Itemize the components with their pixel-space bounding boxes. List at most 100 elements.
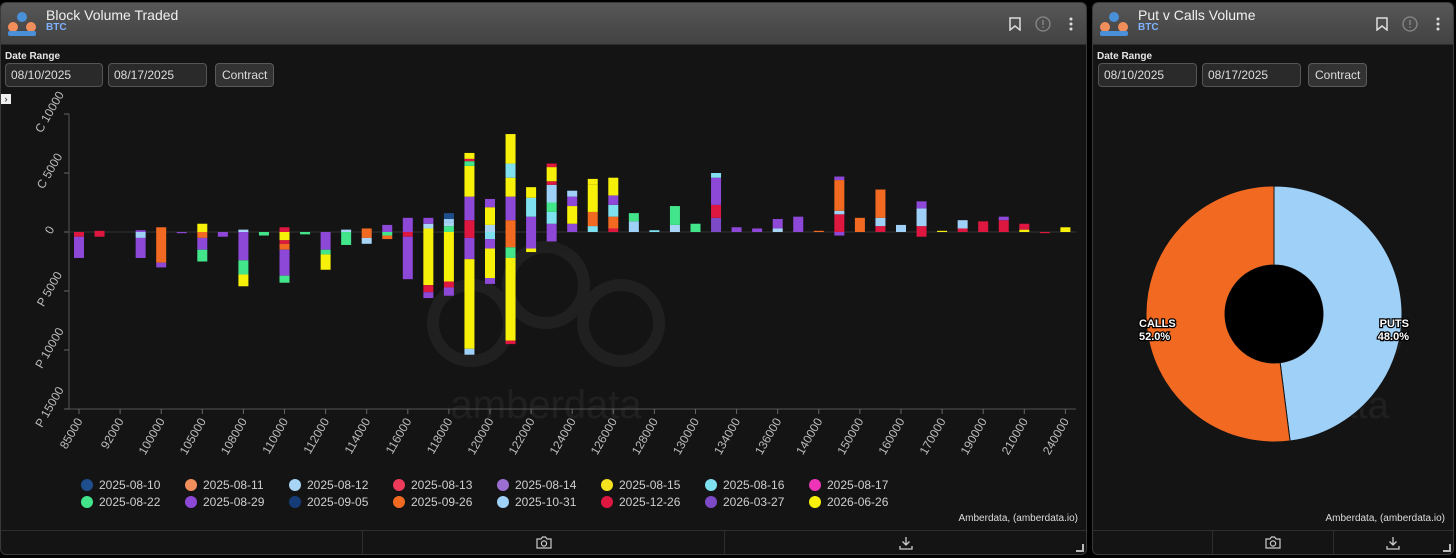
- bar-segment-put: [197, 249, 208, 262]
- y-tick-label: P 5000: [34, 269, 65, 309]
- x-tick-label: 105000: [177, 415, 209, 457]
- bar-segment-call: [464, 161, 475, 166]
- contract-button[interactable]: Contract: [1308, 63, 1368, 87]
- bar-segment-call: [505, 196, 516, 221]
- legend-item[interactable]: 2025-08-11: [185, 478, 289, 492]
- bar-segment-call: [485, 198, 495, 208]
- bar-segment-call: [957, 220, 968, 229]
- bar-segment-call: [916, 208, 927, 227]
- bar-segment-call: [526, 187, 537, 198]
- start-date-input[interactable]: [5, 63, 103, 87]
- legend-item[interactable]: 2025-08-16: [705, 478, 809, 492]
- bar-segment-put: [423, 292, 434, 299]
- legend-item[interactable]: 2025-09-05: [289, 495, 393, 509]
- put-call-panel: Put v Calls Volume BTC Date Range Contra…: [1092, 2, 1454, 555]
- bar-segment-put: [238, 274, 249, 287]
- resize-handle-icon[interactable]: [1076, 544, 1084, 552]
- y-tick-label: 0: [42, 223, 58, 236]
- legend-label: 2026-03-27: [723, 495, 785, 509]
- bar-segment-call: [443, 213, 454, 220]
- download-icon[interactable]: [725, 531, 1086, 554]
- end-date-input[interactable]: [1202, 63, 1301, 87]
- bar-segment-call: [813, 230, 824, 232]
- legend-item[interactable]: 2025-12-26: [601, 495, 705, 509]
- bar-segment-call: [485, 207, 495, 225]
- bar-segment-call: [546, 211, 557, 224]
- legend-item[interactable]: 2025-08-14: [497, 478, 601, 492]
- camera-icon[interactable]: [363, 531, 725, 554]
- bar-segment-call: [526, 197, 537, 217]
- legend-item[interactable]: 2025-08-10: [81, 478, 185, 492]
- bar-segment-call: [608, 177, 619, 196]
- end-date-input[interactable]: [108, 63, 207, 87]
- download-icon[interactable]: [1334, 531, 1453, 554]
- bar-segment-put: [361, 237, 372, 244]
- camera-icon[interactable]: [1213, 531, 1334, 554]
- bar-segment-call: [875, 217, 886, 227]
- legend-swatch: [809, 479, 821, 491]
- watermark-text: amberdata: [450, 383, 642, 427]
- bar-segment-call: [423, 217, 434, 224]
- legend-swatch: [81, 479, 93, 491]
- panel-subtitle: BTC: [1138, 22, 1159, 33]
- bar-segment-call: [279, 227, 290, 232]
- bar-segment-put: [402, 236, 413, 280]
- bar-segment-call: [546, 184, 557, 203]
- bar-segment-put: [238, 232, 249, 261]
- bar-segment-put: [464, 259, 475, 349]
- legend-item[interactable]: 2025-08-22: [81, 495, 185, 509]
- y-tick-label: P 15000: [32, 384, 67, 430]
- legend-label: 2026-06-26: [827, 495, 889, 509]
- legend-label: 2025-12-26: [619, 495, 681, 509]
- legend-item[interactable]: 2025-08-12: [289, 478, 393, 492]
- x-tick-label: 190000: [958, 415, 990, 457]
- contract-button[interactable]: Contract: [215, 63, 275, 87]
- logo-icon: [1100, 12, 1128, 36]
- bar-segment-call: [238, 229, 249, 232]
- y-tick-label: C 10000: [32, 89, 67, 136]
- panel-toolbar: [1, 530, 1086, 554]
- legend-label: 2025-08-12: [307, 478, 369, 492]
- bookmark-icon[interactable]: [1006, 15, 1024, 33]
- expand-toggle[interactable]: ›: [1, 94, 11, 104]
- start-date-input[interactable]: [1098, 63, 1197, 87]
- x-tick-label: 116000: [383, 415, 415, 456]
- x-tick-label: 108000: [218, 415, 250, 457]
- bar-segment-call: [608, 228, 619, 232]
- legend-label: 2025-08-15: [619, 478, 681, 492]
- legend-item[interactable]: 2026-03-27: [705, 495, 809, 509]
- bar-segment-call: [464, 220, 475, 232]
- legend-item[interactable]: 2025-08-29: [185, 495, 289, 509]
- legend-swatch: [497, 479, 509, 491]
- bar-segment-put: [320, 232, 331, 250]
- legend-item[interactable]: 2025-08-15: [601, 478, 705, 492]
- legend-item[interactable]: 2026-06-26: [809, 495, 913, 509]
- info-icon[interactable]: [1034, 15, 1052, 33]
- x-tick-label: 240000: [1040, 415, 1072, 457]
- bookmark-icon[interactable]: [1373, 15, 1391, 33]
- resize-handle-icon[interactable]: [1443, 544, 1451, 552]
- pie-label: PUTS: [1380, 318, 1409, 330]
- bar-segment-put: [402, 232, 413, 237]
- bar-segment-call: [937, 230, 948, 232]
- pie-label: CALLS: [1139, 318, 1176, 330]
- more-vert-icon[interactable]: [1429, 15, 1447, 33]
- bar-segment-call: [998, 220, 1009, 232]
- bar-segment-put: [217, 232, 228, 237]
- bar-segment-call: [793, 216, 804, 232]
- pie-percent-label: 48.0%: [1378, 331, 1409, 343]
- legend-item[interactable]: 2025-09-26: [393, 495, 497, 509]
- bar-segment-call: [957, 228, 968, 232]
- bar-segment-call: [896, 224, 906, 232]
- bar-segment-put: [1039, 232, 1050, 234]
- y-tick-label: P 10000: [32, 325, 67, 371]
- legend-item[interactable]: 2025-08-17: [809, 478, 913, 492]
- legend-swatch: [601, 479, 613, 491]
- legend-item[interactable]: 2025-08-13: [393, 478, 497, 492]
- more-vert-icon[interactable]: [1062, 15, 1080, 33]
- legend-item[interactable]: 2025-10-31: [497, 495, 601, 509]
- bar-segment-call: [135, 230, 146, 232]
- legend-label: 2025-09-05: [307, 495, 369, 509]
- info-icon[interactable]: [1401, 15, 1419, 33]
- bar-segment-put: [834, 232, 845, 236]
